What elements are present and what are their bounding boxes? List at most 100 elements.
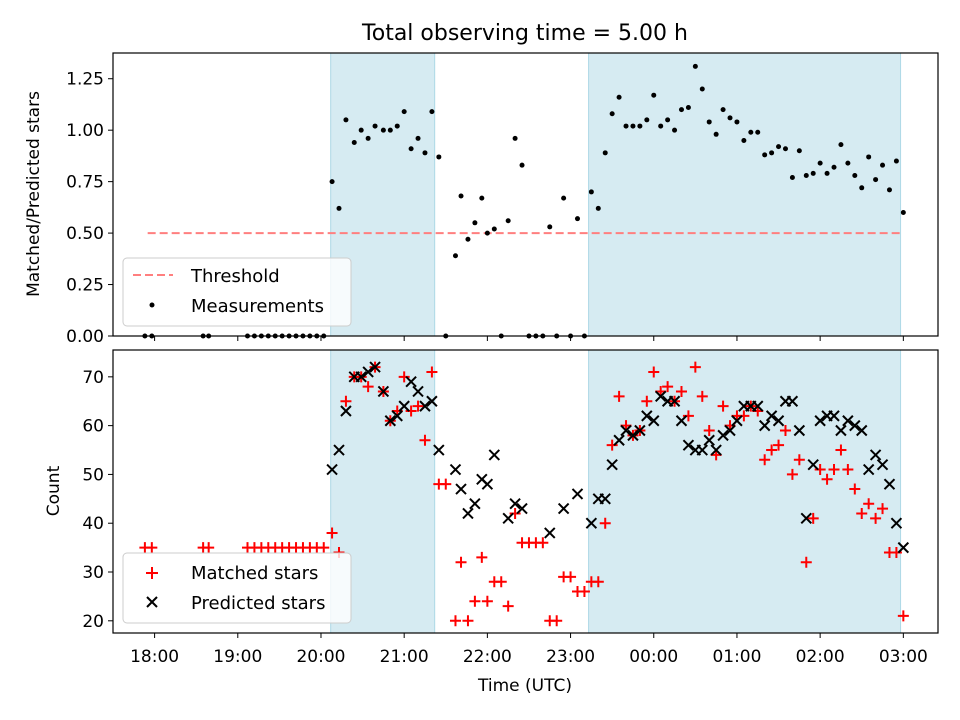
predicted-stars-series <box>326 361 910 554</box>
predicted-point <box>509 497 521 510</box>
x-tick-label: 03:00 <box>879 647 928 667</box>
count-y-axis: 20 30 40 50 60 70 <box>82 368 113 632</box>
measurement-point <box>859 185 865 191</box>
measurement-point <box>796 148 802 154</box>
matched-point <box>738 410 750 422</box>
predicted-point <box>765 410 778 422</box>
measurement-point <box>343 117 349 123</box>
y-tick-label: 0.00 <box>66 327 104 347</box>
matched-point <box>469 595 481 607</box>
matched-legend-label: Matched stars <box>191 563 318 584</box>
x-tick-label: 00:00 <box>629 647 678 667</box>
predicted-point <box>333 444 345 456</box>
matched-point <box>362 381 374 393</box>
matched-point <box>849 483 861 495</box>
measurement-point <box>365 135 371 141</box>
predicted-point <box>340 405 352 417</box>
matched-point <box>717 400 729 412</box>
measurement-point <box>484 230 490 236</box>
measurement-point <box>838 142 844 148</box>
predicted-point <box>807 458 819 471</box>
count-y-axis-label: Count <box>44 465 64 516</box>
matched-point <box>551 615 563 627</box>
matched-point <box>766 444 778 456</box>
predicted-point <box>835 424 847 437</box>
measurement-point <box>713 131 719 137</box>
measurement-point <box>512 135 518 141</box>
matched-point <box>405 405 417 417</box>
matched-point <box>807 512 819 524</box>
predicted-point <box>641 410 653 422</box>
x-tick-label: 18:00 <box>130 647 179 667</box>
measurement-point <box>727 115 733 121</box>
matched-point <box>890 546 902 558</box>
predicted-point <box>654 390 667 403</box>
threshold-legend-label: Threshold <box>190 266 280 287</box>
predicted-point <box>433 444 445 456</box>
x-tick-label: 21:00 <box>380 647 429 667</box>
predicted-point <box>412 385 424 398</box>
measurement-point <box>436 154 442 160</box>
matched-point <box>455 556 467 568</box>
observing-windows <box>330 349 902 634</box>
ratio-x-ticks <box>154 336 904 341</box>
measurement-point <box>748 129 754 135</box>
measurements-legend-swatch <box>149 302 155 308</box>
measurement-point <box>873 177 879 183</box>
matched-point <box>146 542 158 554</box>
predicted-point <box>890 517 903 529</box>
predicted-point <box>449 463 462 476</box>
measurement-point <box>491 226 497 232</box>
ratio-plot-frame <box>112 52 939 337</box>
matched-point <box>828 464 840 476</box>
matched-point <box>800 556 812 568</box>
predicted-point <box>488 449 501 461</box>
predicted-point <box>668 395 681 407</box>
predicted-point <box>455 483 467 495</box>
count-x-axis: 18:00 19:00 20:00 21:00 22:00 23:00 00:00 01:00… <box>130 633 928 667</box>
observing-windows <box>330 52 902 337</box>
matched-point <box>641 395 653 407</box>
measurement-point <box>699 86 705 92</box>
measurement-point <box>880 162 886 168</box>
matched-point <box>502 600 514 612</box>
measurement-point <box>665 117 671 123</box>
ratio-legend: Threshold Measurements <box>122 257 352 327</box>
matched-point <box>856 507 868 519</box>
predicted-point <box>703 434 715 446</box>
measurement-point <box>595 205 601 211</box>
predicted-point <box>627 429 639 442</box>
measurement-point <box>658 123 664 129</box>
matched-point <box>613 390 625 402</box>
measurement-point <box>336 205 342 211</box>
y-tick-label: 70 <box>82 368 104 388</box>
matched-point <box>449 615 461 627</box>
matched-point <box>340 395 352 407</box>
y-tick-label: 1.00 <box>66 121 104 141</box>
predicted-point <box>469 497 481 510</box>
predicted-point <box>675 415 688 427</box>
figure-title: Total observing time = 5.00 h <box>361 21 688 46</box>
predicted-point <box>772 415 785 427</box>
matched-point <box>759 454 771 466</box>
measurement-point <box>678 107 684 113</box>
x-axis-label: Time (UTC) <box>477 676 572 696</box>
measurement-point <box>741 137 747 143</box>
measurement-point <box>465 236 471 242</box>
predicted-legend-label: Predicted stars <box>191 593 325 614</box>
matched-point <box>703 425 715 437</box>
measurement-point <box>706 119 712 125</box>
matched-point <box>897 610 909 622</box>
measurement-point <box>782 146 788 152</box>
matched-point <box>877 503 889 515</box>
measurement-point <box>776 144 782 150</box>
predicted-point <box>419 400 431 412</box>
x-tick-label: 20:00 <box>296 647 345 667</box>
measurement-point <box>637 123 643 129</box>
measurement-point <box>616 94 622 100</box>
predicted-point <box>620 424 632 437</box>
y-tick-label: 50 <box>82 465 104 485</box>
matched-point <box>426 366 438 378</box>
measurement-point <box>623 123 629 129</box>
